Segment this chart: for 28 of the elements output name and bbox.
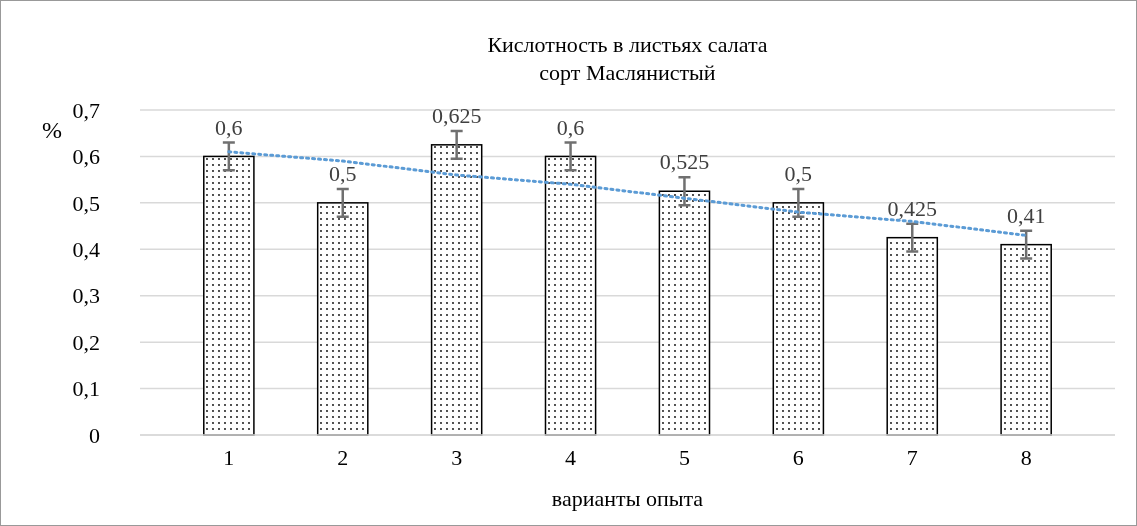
data-label: 0,6: [215, 114, 243, 140]
x-tick-label: 7: [906, 445, 918, 470]
y-tick-label: 0: [89, 422, 100, 448]
data-label: 0,625: [431, 102, 482, 128]
y-tick-label: 0,1: [72, 376, 100, 402]
x-tick-label: 6: [792, 445, 804, 470]
data-label: 0,5: [784, 160, 813, 186]
x-tick-label: 8: [1020, 445, 1032, 470]
y-tick-label: 0,2: [72, 329, 100, 355]
data-label: 0,5: [329, 160, 357, 186]
x-axis-title: варианты опыта: [551, 486, 704, 511]
data-label: 0,425: [887, 195, 937, 221]
x-tick-label: 3: [451, 445, 463, 470]
data-label: 0,6: [556, 114, 585, 140]
chart-subtitle: сорт Маслянистый: [539, 60, 716, 85]
x-tick-label: 5: [678, 445, 690, 470]
data-label: 0,41: [1006, 202, 1046, 228]
y-tick-label: 0,4: [72, 236, 100, 262]
x-tick-label: 2: [337, 445, 349, 470]
y-tick-label: 0,5: [72, 190, 100, 216]
y-tick-label: 0,3: [72, 283, 100, 309]
y-tick-label: 0,7: [72, 97, 100, 123]
y-axis-title: %: [42, 117, 62, 143]
x-tick-label: 4: [565, 445, 577, 470]
data-label: 0,525: [659, 149, 710, 175]
x-tick-label: 1: [223, 445, 235, 470]
y-tick-label: 0,6: [72, 144, 100, 170]
chart-title: Кислотность в листьях салата: [487, 32, 768, 57]
